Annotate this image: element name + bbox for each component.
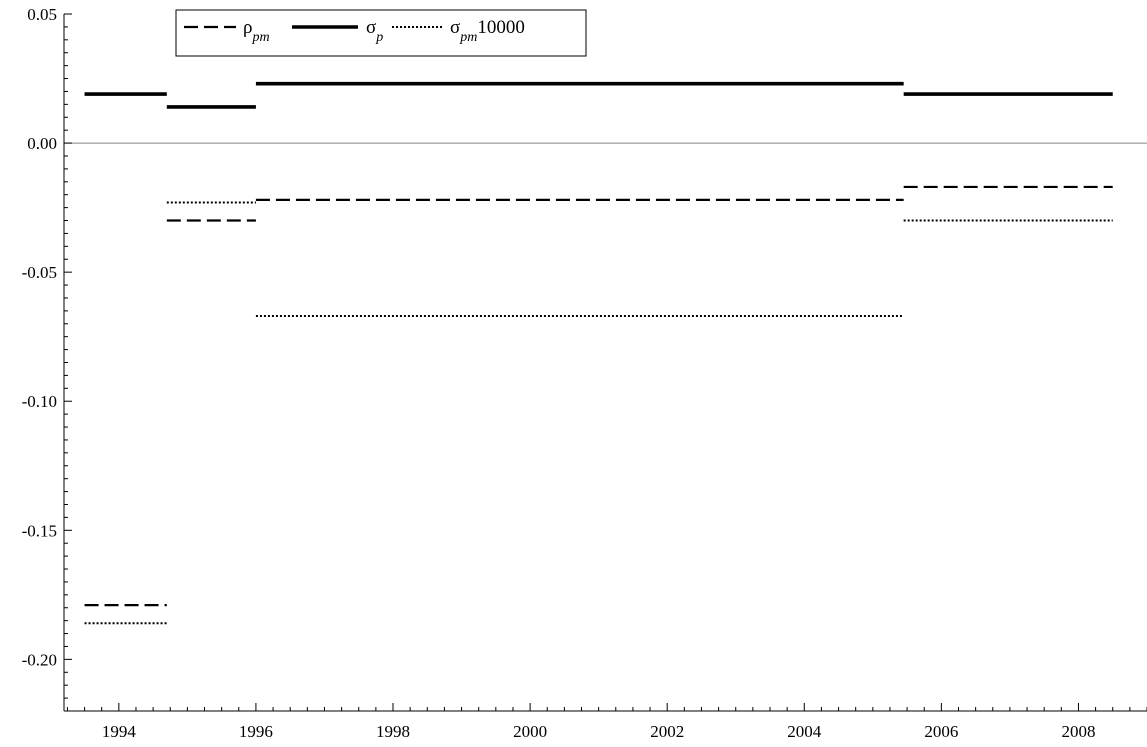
axes	[63, 14, 1147, 712]
series-layer	[84, 81, 1113, 625]
legend-label: σpm10000	[450, 17, 525, 45]
x-tick-label: 2004	[787, 722, 822, 741]
legend-label: σp	[366, 17, 383, 45]
legend: ρpm σp σpm10000	[175, 9, 587, 57]
x-tick-label: 2006	[924, 722, 958, 741]
x-tick-label: 1998	[376, 722, 410, 741]
y-tick-label: -0.10	[22, 392, 57, 411]
y-tick-label: -0.20	[22, 650, 57, 669]
x-axis-ticks: 1994 1996 1998 2000 2002 2004 2006 2008	[66, 703, 1147, 741]
y-tick-label: -0.15	[22, 521, 57, 540]
legend-box	[175, 9, 587, 57]
y-tick-label: -0.05	[22, 263, 57, 282]
x-tick-label: 2008	[1061, 722, 1095, 741]
series-dashed	[84, 185, 1113, 607]
legend-label: ρpm	[243, 17, 270, 45]
y-axis-ticks: 0.05 0.00 -0.05 -0.10 -0.15 -0.20	[22, 5, 72, 712]
x-tick-label: 2002	[650, 722, 684, 741]
series-dotted	[84, 201, 1113, 625]
x-tick-label: 2000	[513, 722, 547, 741]
y-tick-label: 0.00	[27, 134, 57, 153]
x-tick-label: 1996	[239, 722, 273, 741]
y-tick-label: 0.05	[27, 5, 57, 24]
series-solid	[84, 81, 1113, 109]
x-tick-label: 1994	[102, 722, 137, 741]
